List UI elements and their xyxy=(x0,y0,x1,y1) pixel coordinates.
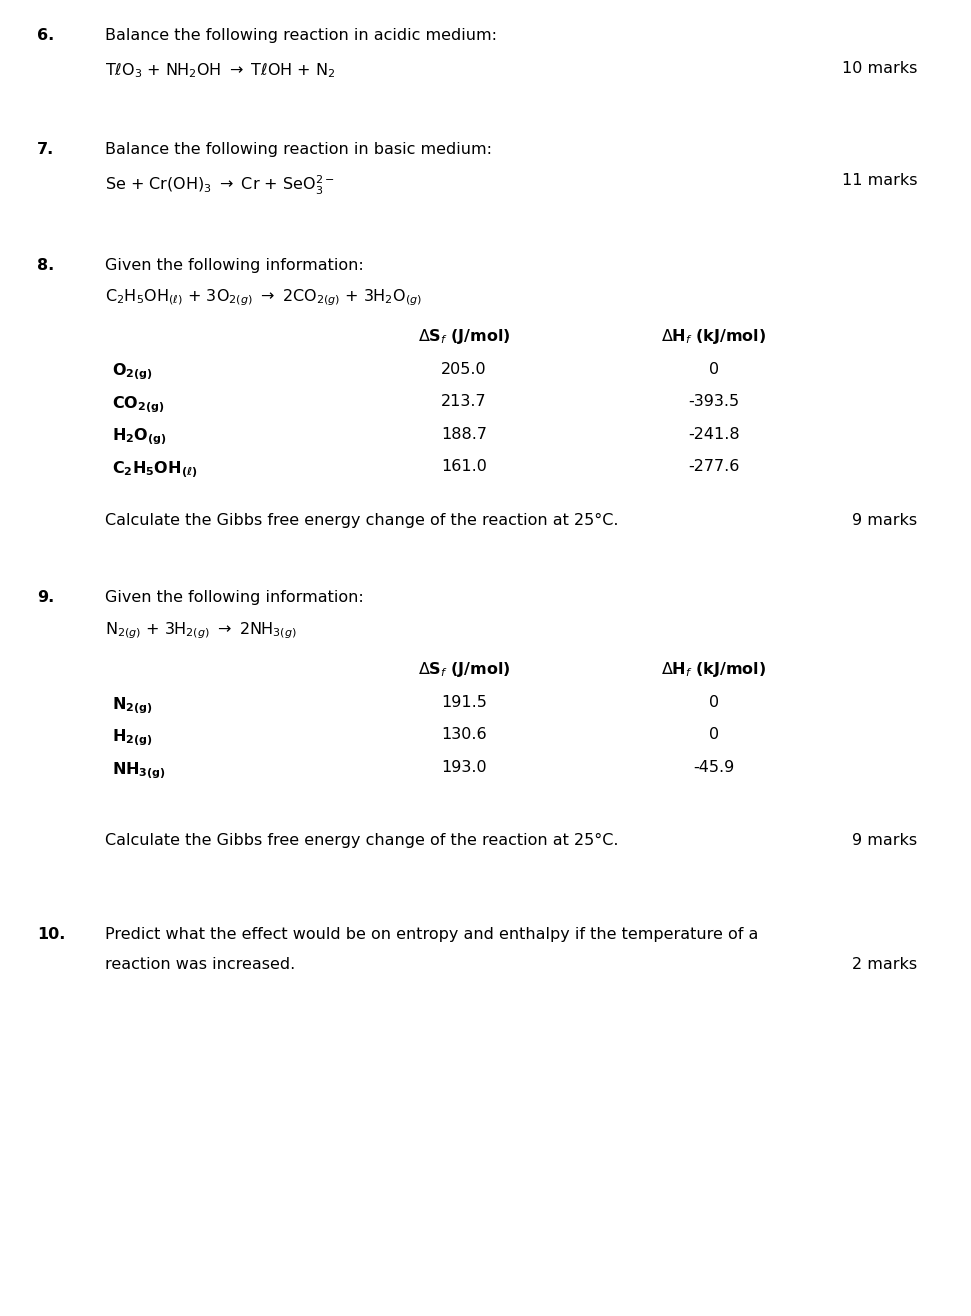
Text: 0: 0 xyxy=(709,728,719,742)
Text: 7.: 7. xyxy=(37,142,54,158)
Text: 6.: 6. xyxy=(37,28,54,43)
Text: $\mathbf{NH_{3(g)}}$: $\mathbf{NH_{3(g)}}$ xyxy=(112,761,166,780)
Text: -393.5: -393.5 xyxy=(688,395,739,409)
Text: 10.: 10. xyxy=(37,926,65,942)
Text: Balance the following reaction in acidic medium:: Balance the following reaction in acidic… xyxy=(105,28,497,43)
Text: Given the following information:: Given the following information: xyxy=(105,590,363,605)
Text: -45.9: -45.9 xyxy=(693,761,734,775)
Text: $\mathbf{CO_{2(g)}}$: $\mathbf{CO_{2(g)}}$ xyxy=(112,395,164,415)
Text: 0: 0 xyxy=(709,362,719,376)
Text: $\mathbf{C_2H_5OH_{(\ell)}}$: $\mathbf{C_2H_5OH_{(\ell)}}$ xyxy=(112,459,197,480)
Text: $\mathbf{O_{2(g)}}$: $\mathbf{O_{2(g)}}$ xyxy=(112,362,152,382)
Text: 0: 0 xyxy=(709,695,719,711)
Text: 9.: 9. xyxy=(37,590,54,605)
Text: -241.8: -241.8 xyxy=(687,426,740,442)
Text: 2 marks: 2 marks xyxy=(853,958,918,973)
Text: Given the following information:: Given the following information: xyxy=(105,258,363,274)
Text: 205.0: 205.0 xyxy=(442,362,486,376)
Text: $\Delta$S$_f$ (J/mol): $\Delta$S$_f$ (J/mol) xyxy=(418,326,511,346)
Text: Calculate the Gibbs free energy change of the reaction at 25°C.: Calculate the Gibbs free energy change o… xyxy=(105,833,619,849)
Text: T$\ell$O$_3$ + NH$_2$OH $\rightarrow$ T$\ell$OH + N$_2$: T$\ell$O$_3$ + NH$_2$OH $\rightarrow$ T$… xyxy=(105,61,335,80)
Text: C$_2$H$_5$OH$_{(\ell)}$ + 3O$_{2(g)}$ $\rightarrow$ 2CO$_{2(g)}$ + 3H$_2$O$_{(g): C$_2$H$_5$OH$_{(\ell)}$ + 3O$_{2(g)}$ $\… xyxy=(105,287,422,308)
Text: $\Delta$H$_f$ (kJ/mol): $\Delta$H$_f$ (kJ/mol) xyxy=(661,661,766,679)
Text: N$_{2(g)}$ + 3H$_{2(g)}$ $\rightarrow$ 2NH$_{3(g)}$: N$_{2(g)}$ + 3H$_{2(g)}$ $\rightarrow$ 2… xyxy=(105,621,297,641)
Text: 130.6: 130.6 xyxy=(442,728,486,742)
Text: 11 marks: 11 marks xyxy=(842,174,918,188)
Text: $\mathbf{H_{2(g)}}$: $\mathbf{H_{2(g)}}$ xyxy=(112,728,152,747)
Text: 193.0: 193.0 xyxy=(442,761,486,775)
Text: $\mathbf{N_{2(g)}}$: $\mathbf{N_{2(g)}}$ xyxy=(112,695,152,716)
Text: 188.7: 188.7 xyxy=(441,426,487,442)
Text: 10 marks: 10 marks xyxy=(842,61,918,76)
Text: reaction was increased.: reaction was increased. xyxy=(105,958,295,973)
Text: 8.: 8. xyxy=(37,258,54,274)
Text: $\mathbf{H_2O}$$\mathbf{_{(g)}}$: $\mathbf{H_2O}$$\mathbf{_{(g)}}$ xyxy=(112,426,166,447)
Text: Se + Cr(OH)$_3$ $\rightarrow$ Cr + SeO$_3^{2-}$: Se + Cr(OH)$_3$ $\rightarrow$ Cr + SeO$_… xyxy=(105,174,334,196)
Text: Calculate the Gibbs free energy change of the reaction at 25°C.: Calculate the Gibbs free energy change o… xyxy=(105,512,619,528)
Text: Balance the following reaction in basic medium:: Balance the following reaction in basic … xyxy=(105,142,492,158)
Text: -277.6: -277.6 xyxy=(688,459,739,474)
Text: $\Delta$S$_f$ (J/mol): $\Delta$S$_f$ (J/mol) xyxy=(418,661,511,679)
Text: 9 marks: 9 marks xyxy=(853,833,918,849)
Text: 9 marks: 9 marks xyxy=(853,512,918,528)
Text: 213.7: 213.7 xyxy=(442,395,486,409)
Text: $\Delta$H$_f$ (kJ/mol): $\Delta$H$_f$ (kJ/mol) xyxy=(661,326,766,346)
Text: 191.5: 191.5 xyxy=(441,695,487,711)
Text: Predict what the effect would be on entropy and enthalpy if the temperature of a: Predict what the effect would be on entr… xyxy=(105,926,758,942)
Text: 161.0: 161.0 xyxy=(441,459,487,474)
